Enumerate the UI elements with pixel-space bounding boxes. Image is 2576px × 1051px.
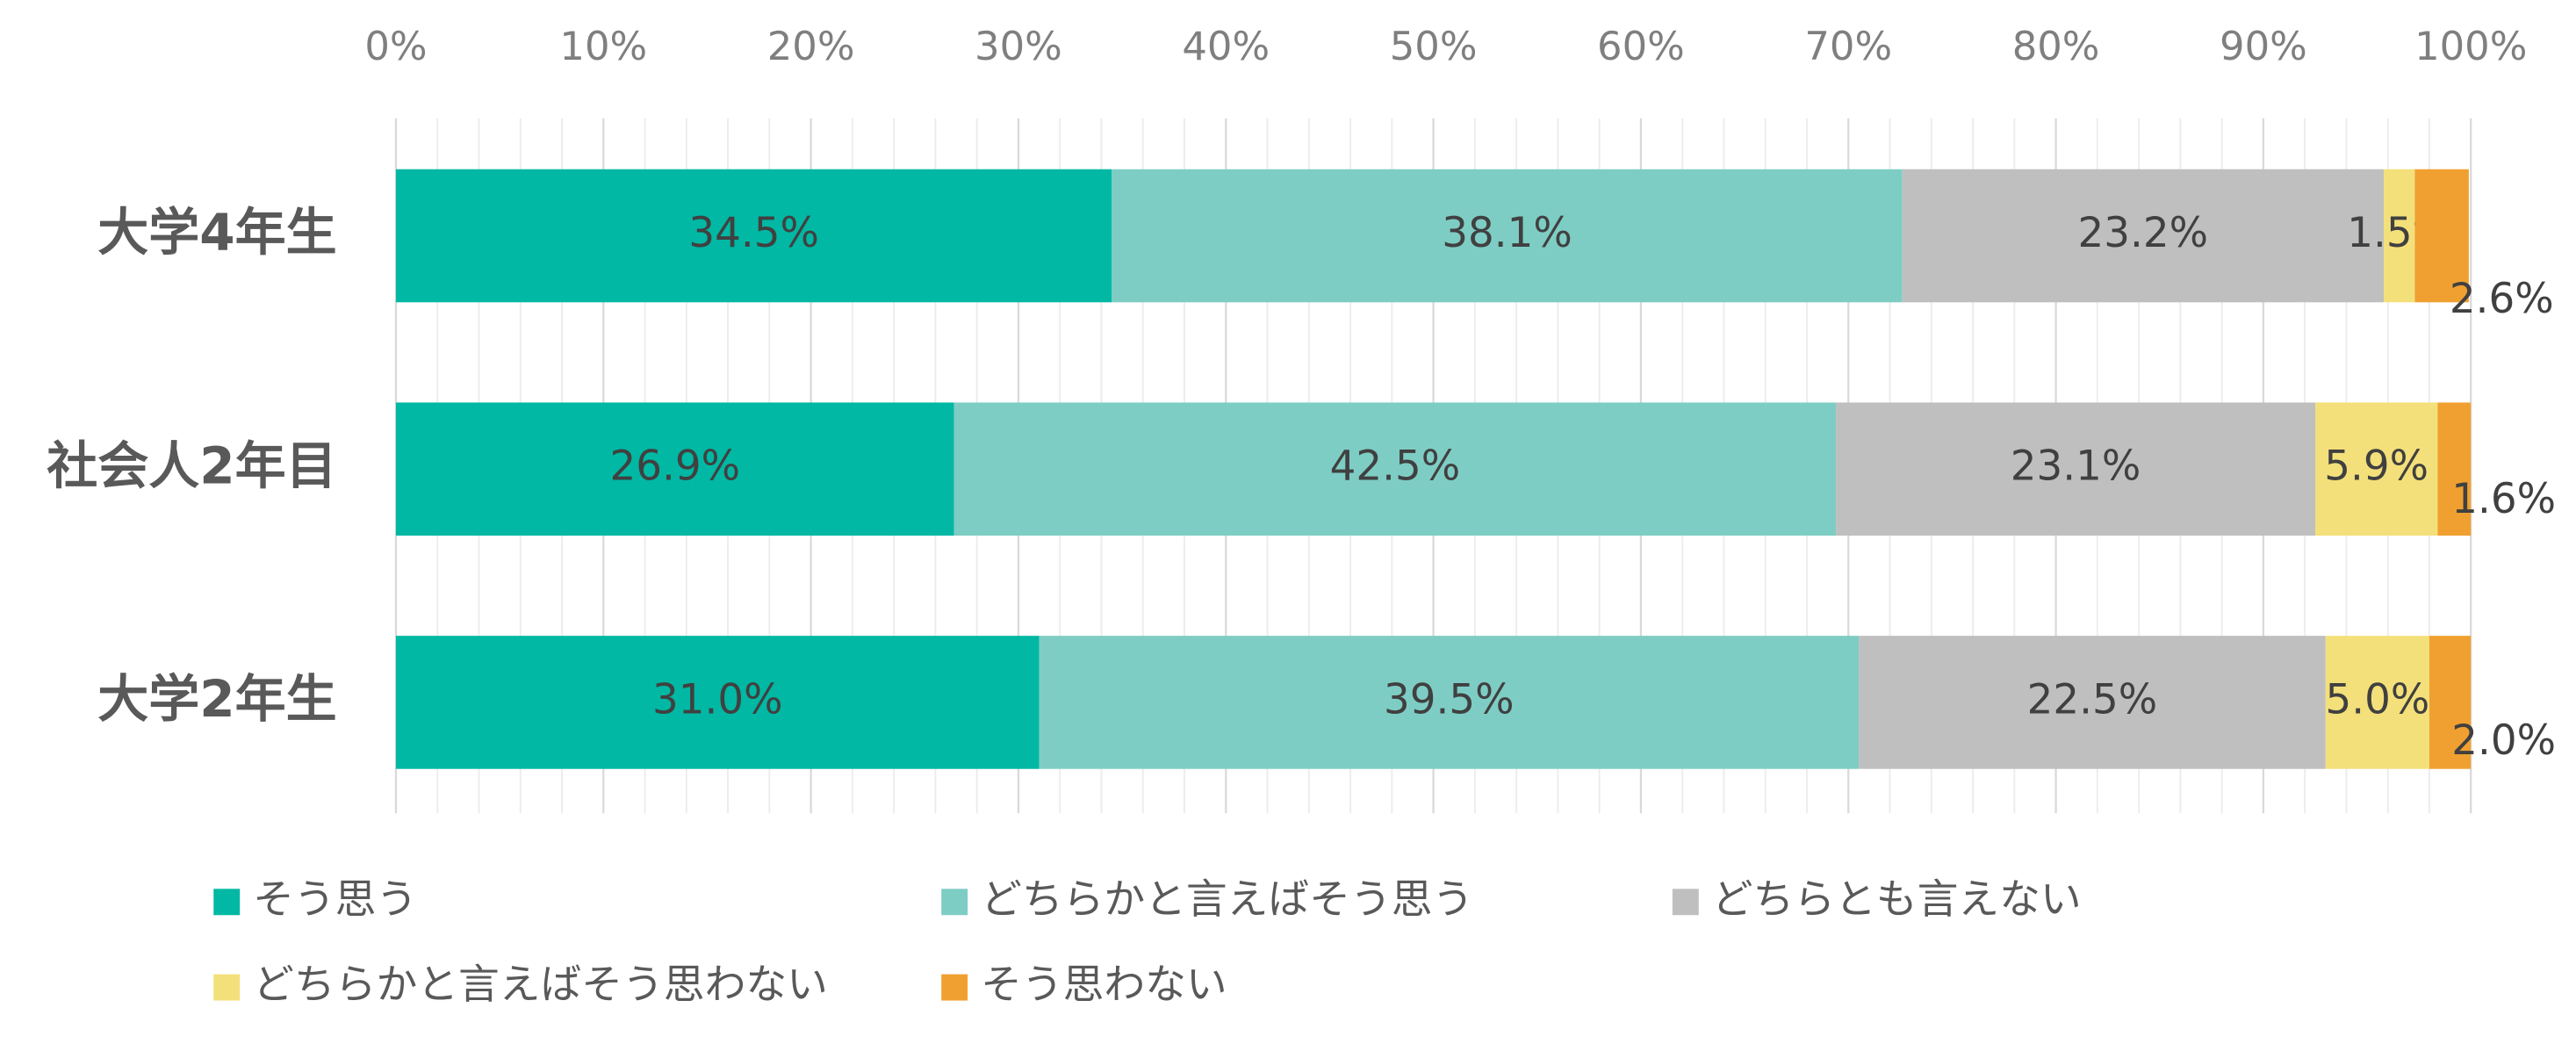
x-tick-label: 100% [2414,23,2527,69]
legend-label: どちらかと言えばそう思わない [253,961,828,1009]
legend-label: どちらかと言えばそう思う [981,876,1473,924]
data-label: 34.5% [688,210,819,257]
data-label: 39.5% [1384,676,1515,723]
data-label: 5.9% [2324,443,2428,491]
x-tick-label: 60% [1597,23,1685,69]
x-tick-label: 30% [975,23,1062,69]
data-label: 1.6% [2451,476,2556,523]
x-tick-label: 50% [1390,23,1478,69]
bar-segment [1859,636,2326,769]
legend-label: そう思わない [981,961,1227,1009]
x-tick-label: 10% [559,23,647,69]
x-tick-label: 80% [2012,23,2100,69]
data-label: 23.1% [2011,443,2141,491]
data-label: 38.1% [1442,210,1572,257]
bar-segment [1836,402,2315,536]
legend-label: どちらとも言えない [1712,876,2082,924]
data-label: 2.6% [2450,276,2554,323]
bar-segment [953,402,1837,536]
x-tick-label: 0% [364,23,427,69]
bar-segment [1902,169,2384,303]
bar-segment [2383,169,2415,303]
bar-segment [2428,636,2472,769]
legend-swatch [213,974,241,1001]
data-label: 42.5% [1330,443,1461,491]
bar-segment [2414,169,2469,303]
x-tick-label: 20% [767,23,855,69]
y-tick-label: 大学4年生 [97,203,336,263]
data-label: 31.0% [652,676,783,723]
data-label: 26.9% [610,443,741,491]
legend-swatch [213,889,241,916]
bar-segment [2325,636,2429,769]
bar-segment [395,636,1040,769]
data-label: 2.0% [2451,717,2556,765]
data-label: 23.2% [2078,210,2209,257]
y-tick-label: 大学2年生 [97,669,336,729]
bar-segment [2314,402,2438,536]
bar-segment [1039,636,1860,769]
legend-swatch [1672,889,1699,916]
data-label: 22.5% [2027,676,2158,723]
legend-swatch [941,889,968,916]
x-tick-label: 70% [1804,23,1892,69]
legend-swatch [941,974,968,1001]
x-tick-label: 40% [1182,23,1270,69]
bar-segment [395,402,954,536]
bar-segment [395,169,1112,303]
bar-segment [2437,402,2472,536]
x-tick-label: 90% [2220,23,2307,69]
y-tick-label: 社会人2年目 [47,436,336,495]
bar-segment [1112,169,1903,303]
legend-label: そう思う [253,876,417,924]
data-label: 5.0% [2325,676,2429,723]
